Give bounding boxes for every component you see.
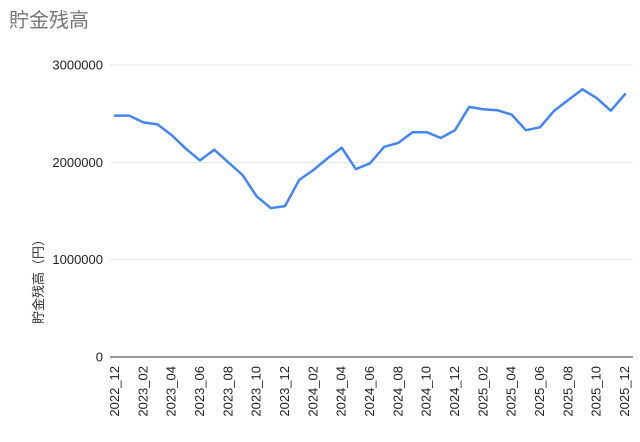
y-tick-label: 3000000 <box>52 58 103 73</box>
x-tick-label: 2024_02 <box>305 366 320 417</box>
series-line <box>113 88 627 210</box>
x-tick-label: 2024_10 <box>419 366 434 417</box>
x-tick-label: 2023_04 <box>164 366 179 417</box>
x-tick-label: 2025_06 <box>532 366 547 417</box>
x-tick-label: 2023_08 <box>220 366 235 417</box>
x-tick-label: 2023_02 <box>135 366 150 417</box>
x-tick-label: 2024_06 <box>362 366 377 417</box>
x-tick-label: 2025_10 <box>589 366 604 417</box>
x-tick-label: 2024_04 <box>334 366 349 417</box>
x-tick-label: 2024_08 <box>390 366 405 417</box>
x-tick-label: 2023_12 <box>277 366 292 417</box>
x-tick-label: 2023_10 <box>249 366 264 417</box>
x-tick-label: 2024_12 <box>447 366 462 417</box>
x-tick-label: 2025_04 <box>504 366 519 417</box>
chart-title: 貯金残高 <box>9 10 89 32</box>
x-tick-label: 2022_12 <box>107 366 122 417</box>
x-tick-label: 2025_08 <box>560 366 575 417</box>
y-tick-label: 0 <box>96 350 103 365</box>
y-tick-label: 1000000 <box>52 252 103 267</box>
y-axis-title: 貯金残高（円） <box>31 232 46 324</box>
y-tick-label: 2000000 <box>52 155 103 170</box>
x-tick-label: 2025_02 <box>475 366 490 417</box>
x-tick-label: 2023_06 <box>192 366 207 417</box>
x-tick-label: 2025_12 <box>617 366 632 417</box>
